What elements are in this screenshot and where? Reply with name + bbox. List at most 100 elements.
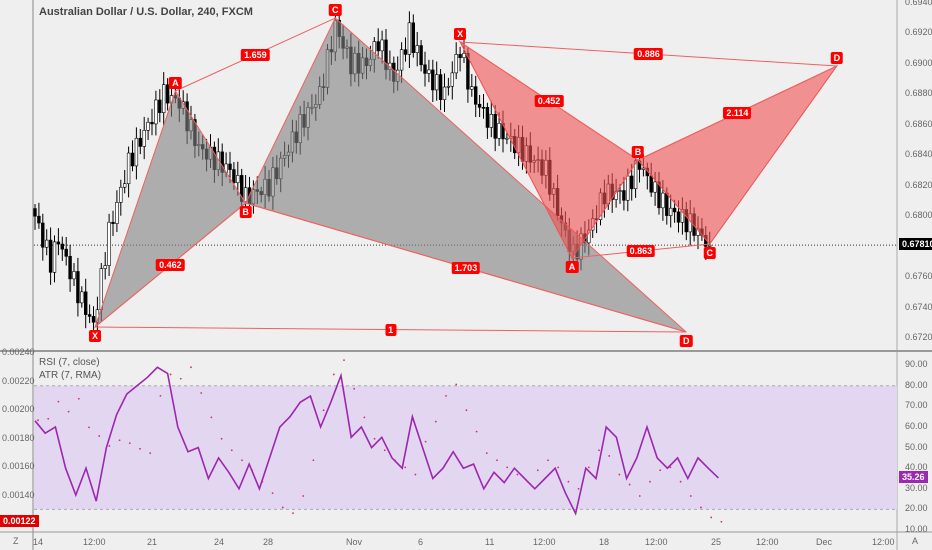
atr-dot bbox=[281, 506, 284, 509]
candle bbox=[458, 46, 462, 72]
candle bbox=[150, 108, 154, 136]
auto-scale-button[interactable]: A bbox=[912, 536, 919, 546]
atr-dot bbox=[414, 473, 417, 476]
atr-dot bbox=[67, 410, 70, 413]
candle bbox=[154, 90, 158, 136]
atr-dot bbox=[373, 437, 376, 440]
symbol-title: Australian Dollar / U.S. Dollar, 240, FX… bbox=[39, 6, 253, 18]
atr-current-tag: 0.00122 bbox=[0, 514, 39, 527]
candle bbox=[126, 146, 131, 198]
atr-dot bbox=[210, 416, 213, 419]
atr-dot bbox=[118, 439, 121, 442]
candle bbox=[399, 42, 404, 84]
candle bbox=[438, 69, 443, 111]
pattern-point-c: C bbox=[329, 4, 342, 17]
candle bbox=[158, 89, 162, 123]
time-tick-label: 12:00 bbox=[83, 537, 106, 547]
candle bbox=[505, 131, 509, 145]
rsi-tick-label: 40.00 bbox=[905, 462, 928, 473]
atr-dot bbox=[332, 373, 335, 376]
candle bbox=[37, 202, 41, 229]
atr-dot bbox=[169, 373, 172, 376]
candle bbox=[403, 37, 408, 62]
atr-dot bbox=[57, 400, 60, 403]
candle bbox=[41, 213, 45, 261]
atr-dot bbox=[587, 466, 590, 469]
rsi-tick-label: 60.00 bbox=[905, 421, 928, 431]
candle bbox=[84, 278, 88, 329]
atr-dot bbox=[496, 459, 498, 462]
time-tick-label: 12:00 bbox=[645, 537, 668, 547]
atr-dot bbox=[567, 480, 570, 483]
pattern-point-a: A bbox=[565, 261, 579, 274]
atr-dot bbox=[302, 495, 305, 497]
candle bbox=[423, 51, 427, 87]
atr-dot bbox=[628, 483, 631, 486]
atr-dot bbox=[618, 473, 621, 476]
candle bbox=[48, 227, 53, 285]
atr-dot bbox=[220, 437, 223, 440]
atr-dot bbox=[577, 487, 580, 490]
ratio-label-ac: 1.659 bbox=[241, 48, 270, 61]
candle bbox=[622, 176, 626, 211]
pattern-point-d: D bbox=[830, 52, 844, 65]
candle bbox=[668, 194, 673, 228]
candle bbox=[415, 31, 419, 67]
candle bbox=[87, 304, 92, 324]
pattern-point-x: X bbox=[454, 27, 467, 40]
atr-dot bbox=[465, 409, 468, 412]
candle bbox=[107, 213, 111, 276]
candle bbox=[142, 116, 146, 160]
rsi-tick-label: 50.00 bbox=[905, 441, 928, 452]
atr-dot bbox=[669, 466, 672, 469]
atr-dot bbox=[689, 495, 692, 497]
time-tick-label: 11 bbox=[485, 537, 495, 547]
atr-dot bbox=[230, 449, 233, 452]
atr-dot bbox=[598, 449, 600, 452]
atr-dot bbox=[445, 395, 447, 397]
rsi-tick-label: 20.00 bbox=[905, 503, 928, 514]
atr-dot bbox=[190, 366, 192, 369]
candle bbox=[72, 263, 76, 286]
atr-tick-label: 0.00220 bbox=[2, 375, 35, 386]
atr-legend[interactable]: ATR (7, RMA) bbox=[39, 370, 102, 381]
atr-dot bbox=[557, 466, 560, 469]
ratio-label-bd: 1.703 bbox=[451, 261, 481, 274]
atr-tick-label: 0.00240 bbox=[2, 347, 35, 357]
atr-dot bbox=[179, 377, 182, 380]
atr-dot bbox=[485, 452, 488, 454]
pattern-point-b: B bbox=[239, 206, 252, 219]
atr-dot bbox=[108, 445, 111, 447]
rsi-tick-label: 80.00 bbox=[905, 379, 928, 390]
atr-dot bbox=[241, 459, 243, 462]
candle bbox=[485, 102, 490, 139]
candle bbox=[481, 93, 486, 119]
atr-dot bbox=[271, 492, 274, 495]
time-tick-label: 25 bbox=[711, 537, 722, 547]
candle bbox=[446, 77, 451, 96]
time-tick-label: 24 bbox=[214, 537, 225, 547]
rsi-line bbox=[34, 366, 719, 516]
zoom-button[interactable]: Z bbox=[13, 536, 19, 546]
candle bbox=[454, 42, 458, 80]
rsi-tick-label: 30.00 bbox=[905, 482, 928, 493]
rsi-pane bbox=[34, 359, 723, 523]
atr-dot bbox=[679, 480, 682, 483]
atr-dot bbox=[251, 469, 254, 472]
candle bbox=[56, 228, 61, 256]
atr-dot bbox=[516, 473, 519, 476]
candle bbox=[146, 117, 150, 141]
rsi-legend[interactable]: RSI (7, close) bbox=[39, 357, 100, 368]
atr-dot bbox=[128, 442, 131, 444]
atr-dot bbox=[434, 420, 437, 423]
candle bbox=[473, 75, 478, 118]
candle bbox=[44, 229, 49, 256]
time-tick-label: 28 bbox=[263, 537, 274, 547]
candle bbox=[162, 72, 166, 126]
atr-dot bbox=[475, 430, 478, 433]
